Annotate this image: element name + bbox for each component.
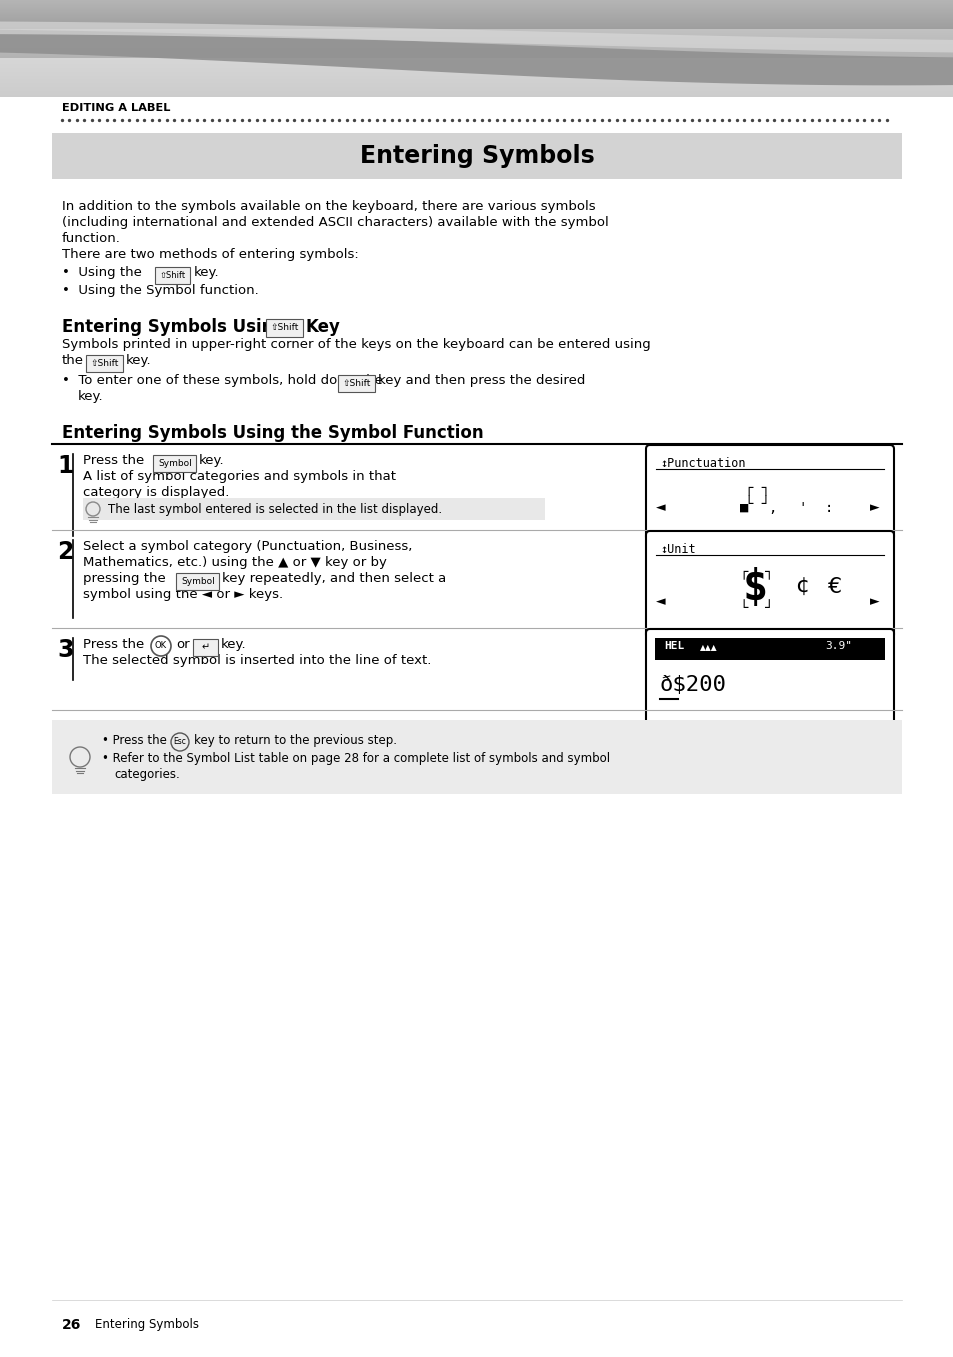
Text: ↕Punctuation: ↕Punctuation [659, 457, 744, 470]
Text: └  ┘: └ ┘ [740, 601, 773, 615]
Bar [52, 721, 901, 794]
Text: €: € [827, 577, 841, 597]
Text: A list of symbol categories and symbols in that: A list of symbol categories and symbols … [83, 470, 395, 483]
FancyBboxPatch shape [153, 455, 196, 471]
Text: ↕Unit: ↕Unit [659, 543, 695, 556]
Text: key.: key. [199, 455, 224, 467]
Text: pressing the: pressing the [83, 573, 166, 585]
Text: •  Using the: • Using the [62, 266, 142, 280]
Text: symbol using the ◄ or ► keys.: symbol using the ◄ or ► keys. [83, 588, 283, 601]
FancyBboxPatch shape [645, 630, 893, 725]
Text: ,: , [767, 501, 776, 516]
Text: key and then press the desired: key and then press the desired [377, 375, 585, 387]
Text: ■: ■ [740, 501, 747, 516]
Bar [655, 638, 884, 660]
Text: (including international and extended ASCII characters) available with the symbo: (including international and extended AS… [62, 216, 608, 229]
Text: Entering Symbols Using: Entering Symbols Using [62, 318, 285, 337]
Text: 1: 1 [57, 455, 73, 478]
Text: or: or [175, 638, 190, 651]
Text: In addition to the symbols available on the keyboard, there are various symbols: In addition to the symbols available on … [62, 199, 595, 213]
Text: ┌ ┐: ┌ ┐ [744, 480, 769, 495]
Text: Select a symbol category (Punctuation, Business,: Select a symbol category (Punctuation, B… [83, 540, 412, 554]
Text: ⇧Shift: ⇧Shift [91, 358, 119, 368]
FancyBboxPatch shape [645, 445, 893, 541]
Polygon shape [0, 22, 953, 53]
Text: Esc: Esc [173, 737, 186, 746]
Text: Entering Symbols: Entering Symbols [359, 144, 594, 168]
Text: ': ' [797, 501, 805, 516]
Text: key.: key. [193, 266, 219, 280]
Text: HEL: HEL [663, 641, 683, 651]
FancyBboxPatch shape [176, 573, 219, 589]
Text: key.: key. [126, 354, 152, 366]
Text: 26: 26 [62, 1318, 81, 1333]
Text: Mathematics, etc.) using the ▲ or ▼ key or by: Mathematics, etc.) using the ▲ or ▼ key … [83, 556, 387, 569]
Text: key to return to the previous step.: key to return to the previous step. [193, 734, 396, 746]
Text: OK: OK [154, 642, 167, 650]
Text: function.: function. [62, 232, 121, 246]
Text: • Refer to the Symbol List table on page 28 for a complete list of symbols and s: • Refer to the Symbol List table on page… [102, 752, 610, 765]
Text: Entering Symbols Using the Symbol Function: Entering Symbols Using the Symbol Functi… [62, 423, 483, 442]
Text: Press the: Press the [83, 455, 144, 467]
Text: 2: 2 [57, 540, 73, 565]
Text: •  To enter one of these symbols, hold down the: • To enter one of these symbols, hold do… [62, 375, 382, 387]
FancyBboxPatch shape [155, 266, 191, 284]
Text: Entering Symbols: Entering Symbols [95, 1318, 199, 1331]
Text: └ ┘: └ ┘ [744, 497, 769, 512]
Text: Key: Key [306, 318, 340, 337]
Text: Symbols printed in upper-right corner of the keys on the keyboard can be entered: Symbols printed in upper-right corner of… [62, 338, 650, 351]
Text: categories.: categories. [113, 768, 179, 782]
Text: Symbol: Symbol [158, 459, 192, 468]
Text: ▲▲▲: ▲▲▲ [700, 643, 717, 651]
Text: ►: ► [869, 594, 879, 608]
Text: key.: key. [78, 389, 104, 403]
Text: ↵: ↵ [202, 642, 210, 651]
Text: 3.9": 3.9" [824, 641, 851, 651]
Text: The last symbol entered is selected in the list displayed.: The last symbol entered is selected in t… [108, 503, 441, 516]
Text: • Press the: • Press the [102, 734, 167, 746]
Bar [83, 498, 544, 520]
Text: EDITING A LABEL: EDITING A LABEL [62, 103, 171, 113]
Text: ⇧Shift: ⇧Shift [160, 270, 186, 280]
FancyBboxPatch shape [338, 375, 375, 392]
Polygon shape [0, 30, 953, 85]
FancyBboxPatch shape [266, 319, 303, 337]
Text: key repeatedly, and then select a: key repeatedly, and then select a [222, 573, 446, 585]
Text: $: $ [742, 567, 767, 609]
Text: ◄: ◄ [656, 594, 665, 608]
Text: the: the [62, 354, 84, 366]
Text: ◄: ◄ [656, 501, 665, 514]
Text: :: : [824, 501, 833, 516]
Bar [52, 133, 901, 179]
Text: ⇧Shift: ⇧Shift [342, 379, 371, 388]
Text: 3: 3 [57, 638, 73, 662]
FancyBboxPatch shape [87, 354, 123, 372]
Text: ┌  ┐: ┌ ┐ [740, 565, 773, 579]
FancyBboxPatch shape [645, 531, 893, 639]
Text: ð$200: ð$200 [659, 674, 726, 695]
Text: ¢: ¢ [794, 577, 808, 597]
Text: key.: key. [221, 638, 247, 651]
Text: category is displayed.: category is displayed. [83, 486, 229, 499]
Text: •  Using the Symbol function.: • Using the Symbol function. [62, 284, 258, 297]
Text: ►: ► [869, 501, 879, 514]
Text: Press the: Press the [83, 638, 144, 651]
Text: Symbol: Symbol [181, 577, 214, 585]
Text: ⇧Shift: ⇧Shift [271, 323, 299, 332]
Text: There are two methods of entering symbols:: There are two methods of entering symbol… [62, 248, 358, 261]
FancyBboxPatch shape [193, 639, 218, 655]
Text: The selected symbol is inserted into the line of text.: The selected symbol is inserted into the… [83, 654, 431, 668]
